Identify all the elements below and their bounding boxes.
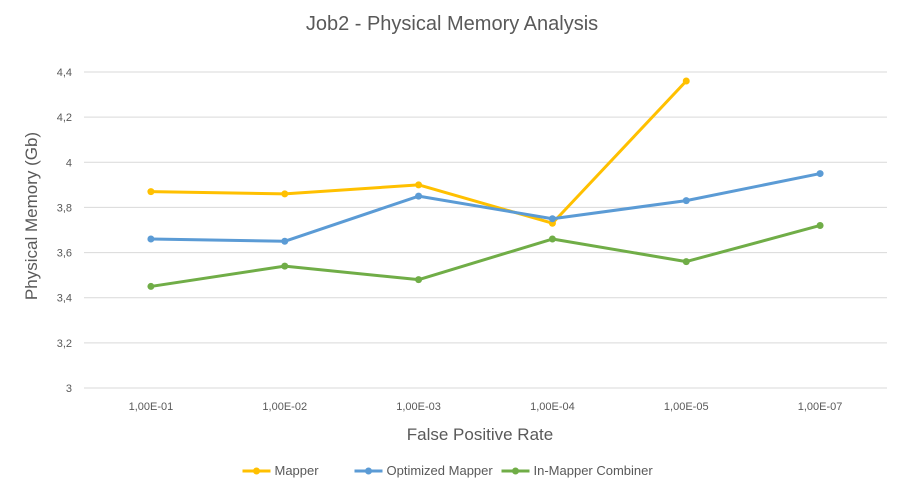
series-optimized-mapper	[147, 170, 824, 245]
data-point	[147, 282, 155, 290]
y-tick-label: 4,4	[57, 67, 72, 79]
y-tick-label: 4	[66, 157, 72, 169]
data-point	[415, 276, 423, 284]
data-point	[281, 237, 289, 245]
y-axis-title: Physical Memory (Gb)	[22, 132, 41, 300]
chart-title: Job2 - Physical Memory Analysis	[306, 13, 598, 35]
data-point	[548, 215, 556, 223]
legend-item: Optimized Mapper	[354, 463, 494, 478]
y-tick-label: 3,2	[57, 338, 72, 350]
y-tick-label: 3	[66, 383, 72, 395]
y-axis-ticks: 3 3,2 3,4 3,6 3,8 4 4,2 4,4	[57, 67, 72, 395]
data-point	[816, 221, 824, 229]
data-point	[548, 235, 556, 243]
data-point	[682, 258, 690, 266]
legend-label: Mapper	[275, 463, 320, 478]
data-point	[147, 235, 155, 243]
x-tick-label: 1,00E-05	[664, 401, 709, 413]
legend-item: In-Mapper Combiner	[501, 463, 654, 478]
series-mapper	[147, 77, 690, 227]
y-tick-label: 4,2	[57, 112, 72, 124]
series-line	[149, 172, 822, 243]
x-tick-label: 1,00E-03	[396, 401, 441, 413]
data-point	[281, 190, 289, 198]
legend-label: In-Mapper Combiner	[534, 463, 654, 478]
legend-item: Mapper	[242, 463, 320, 478]
data-point	[682, 197, 690, 205]
x-axis-title: False Positive Rate	[407, 425, 553, 444]
data-point	[281, 262, 289, 270]
x-tick-label: 1,00E-01	[129, 401, 174, 413]
y-tick-label: 3,4	[57, 293, 72, 305]
legend-swatch-marker	[512, 467, 519, 475]
data-point	[415, 181, 423, 189]
series-lines	[147, 77, 824, 290]
x-axis-ticks: 1,00E-01 1,00E-02 1,00E-03 1,00E-04 1,00E-05…	[129, 401, 843, 413]
x-tick-label: 1,00E-04	[530, 401, 575, 413]
y-tick-label: 3,8	[57, 202, 72, 214]
data-point	[682, 77, 690, 85]
legend-label: Optimized Mapper	[387, 463, 494, 478]
x-tick-label: 1,00E-02	[262, 401, 307, 413]
y-tick-label: 3,6	[57, 248, 72, 260]
x-tick-label: 1,00E-07	[798, 401, 843, 413]
legend-swatch-marker	[365, 467, 372, 475]
data-point	[415, 192, 423, 200]
data-point	[147, 188, 155, 196]
data-point	[816, 170, 824, 178]
legend-swatch-marker	[253, 467, 260, 475]
series-in-mapper-combiner	[147, 221, 824, 290]
series-line	[149, 223, 822, 288]
legend: Mapper Optimized Mapper In-Mapper Combiner	[242, 463, 654, 478]
gridlines	[84, 71, 887, 389]
series-line	[149, 79, 688, 225]
